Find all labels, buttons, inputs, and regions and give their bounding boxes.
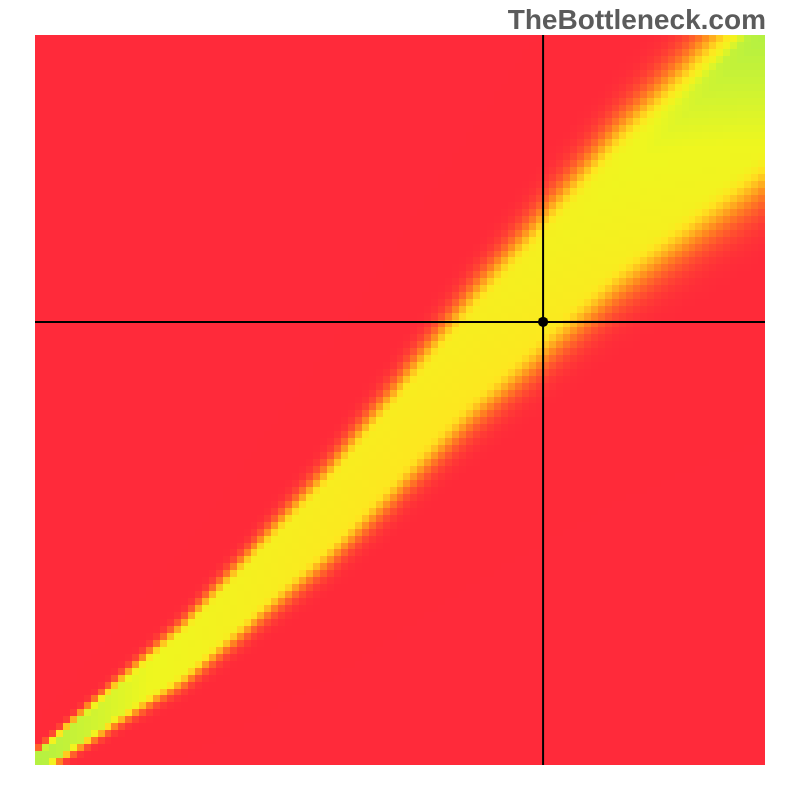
chart-container: TheBottleneck.com: [0, 0, 800, 800]
watermark-label: TheBottleneck.com: [508, 4, 766, 36]
crosshair-overlay: [0, 0, 800, 800]
